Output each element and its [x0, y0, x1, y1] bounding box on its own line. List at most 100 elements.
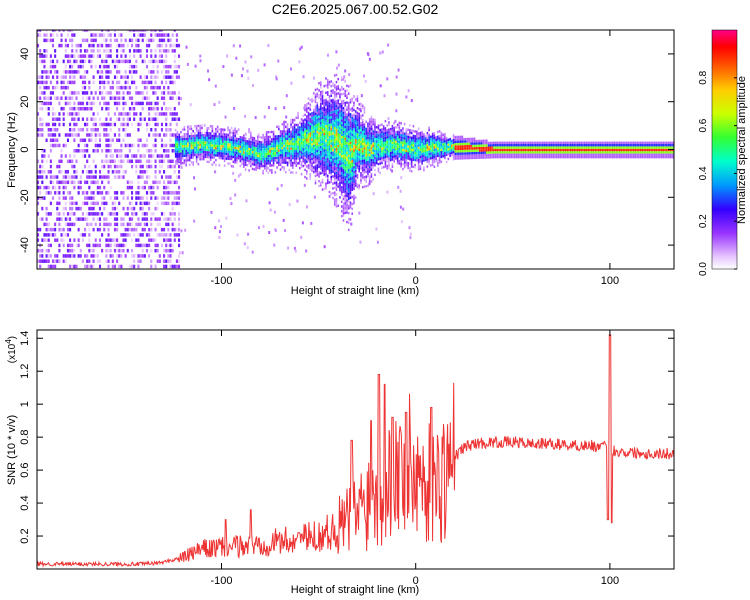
spectrogram-cell [230, 126, 233, 130]
spectrogram-cell [342, 154, 345, 158]
spectrogram-cell [281, 135, 284, 138]
spectrogram-cell [199, 155, 201, 159]
spectrogram-cell [311, 100, 313, 103]
spectrogram-cell [361, 162, 364, 165]
spectrogram-cell [430, 157, 432, 160]
spectrogram-cell [370, 115, 373, 119]
spectrogram-cell [204, 136, 207, 139]
spectrogram-cell [302, 138, 305, 141]
spectrogram-cell [312, 137, 315, 140]
spectrogram-cell [77, 180, 80, 185]
spectrogram-cell [388, 138, 390, 141]
spectrogram-cell [152, 106, 155, 111]
spectrogram-cell [177, 254, 181, 258]
spectrogram-cell [330, 135, 333, 138]
spectrogram-cell [269, 130, 271, 134]
spectrogram-cell [98, 85, 102, 90]
spectrogram-cell [281, 149, 284, 152]
spectrogram-cell [208, 148, 210, 152]
spectrogram-cell [88, 222, 91, 227]
spectrogram-cell [260, 160, 263, 163]
spectrogram-cell [156, 85, 159, 90]
spectrogram-cell [248, 147, 250, 151]
spectrogram-cell [265, 162, 268, 165]
spectrogram-cell [321, 152, 324, 155]
spectrogram-cell [181, 128, 184, 131]
spectrogram-cell [412, 153, 415, 157]
spectrogram-cell [148, 238, 151, 242]
spectrogram-cell [183, 149, 186, 153]
spectrogram-cell [386, 140, 388, 144]
spectrogram-cell [291, 125, 294, 129]
spectrogram-cell [293, 159, 296, 162]
spectrogram-cell [350, 222, 353, 226]
spectrogram-cell [365, 156, 368, 159]
spectrogram-cell [368, 132, 371, 135]
spectrogram-cell [73, 75, 76, 79]
spectrogram-cell [243, 141, 245, 145]
spectrogram-cell [90, 49, 93, 53]
spectrogram-cell [116, 64, 119, 69]
spectrogram-cell [298, 143, 301, 146]
spectrogram-cell [244, 161, 247, 164]
spectrogram-cell [339, 119, 341, 123]
spectrogram-cell [265, 135, 268, 139]
spectrogram-cell [77, 91, 80, 95]
spectrogram-cell [187, 156, 189, 160]
spectrogram-cell [372, 144, 374, 148]
spectrogram-cell [410, 143, 413, 147]
spectrogram-cell [185, 164, 187, 167]
spectrogram-cell [116, 222, 119, 227]
spectrogram-cell [128, 264, 131, 269]
spectrogram-cell [105, 191, 108, 195]
spectrogram-cell [176, 136, 179, 139]
spectrogram-cell [344, 180, 347, 184]
spectrogram-cell [410, 150, 413, 154]
spectrogram-cell [120, 143, 123, 148]
spectrogram-cell [374, 173, 376, 177]
spectrogram-cell [377, 170, 380, 173]
spectrogram-cell [199, 134, 201, 137]
spectrogram-cell [424, 139, 427, 143]
spectrogram-cell [354, 174, 357, 178]
spectrogram-cell [400, 176, 403, 180]
spectrogram-cell [206, 139, 208, 142]
spectrogram-cell [298, 166, 301, 170]
spectrogram-cell [356, 97, 359, 100]
spectrogram-cell [51, 91, 55, 95]
spectrogram-cell [346, 137, 348, 140]
spectrogram-cell [305, 127, 308, 130]
spectrogram-cell [311, 97, 313, 101]
spectrogram-cell [69, 159, 72, 164]
spectrogram-cell [43, 49, 46, 53]
spectrogram-cell [96, 191, 99, 195]
spectrogram-cell [333, 148, 336, 151]
spectrogram-cell [339, 188, 341, 192]
spectrogram-cell [283, 135, 285, 138]
spectrogram-cell [54, 64, 57, 69]
spectrogram-cell [103, 164, 106, 169]
spectrogram-cell [64, 85, 67, 90]
spectrogram-cell [285, 135, 287, 138]
spectrogram-cell [417, 168, 420, 171]
spectrogram-cell [39, 164, 42, 169]
spectrogram-cell [335, 181, 338, 184]
spectrogram-cell [220, 128, 222, 131]
spectrogram-cell [105, 217, 108, 221]
spectrogram-cell [176, 133, 179, 137]
spectrogram-cell [66, 138, 70, 143]
spectrogram-cell [148, 70, 151, 74]
spectrogram-cell [290, 121, 292, 124]
spectrogram-cell [143, 170, 146, 174]
spectrogram-cell [332, 160, 334, 164]
spectrogram-cell [347, 149, 350, 153]
spectrogram-cell [326, 117, 329, 120]
spectrogram-cell [135, 201, 138, 206]
spectrogram-cell [365, 170, 368, 174]
spectrogram-cell [419, 158, 422, 161]
spectrogram-cell [37, 43, 40, 48]
spectrogram-cell [346, 175, 348, 178]
spectrogram-cell [335, 200, 338, 203]
spectrogram-cell [202, 157, 205, 161]
spectrogram-cell [243, 134, 245, 137]
